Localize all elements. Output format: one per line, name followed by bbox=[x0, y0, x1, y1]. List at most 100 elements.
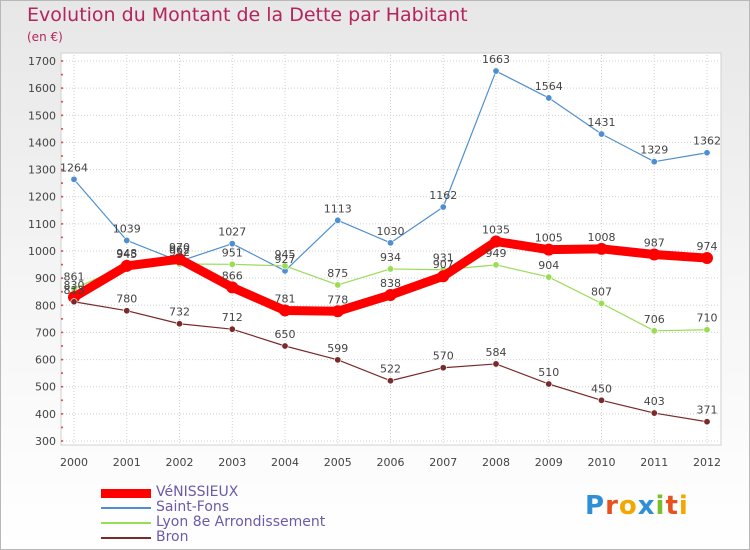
data-label: 710 bbox=[697, 312, 718, 325]
y-tick-label: 500 bbox=[35, 381, 56, 394]
x-tick-label: 2012 bbox=[693, 456, 721, 469]
legend-swatch bbox=[101, 488, 151, 498]
data-label: 1005 bbox=[535, 232, 563, 245]
axis-tick-mark bbox=[61, 331, 63, 334]
axis-tick-mark bbox=[61, 155, 63, 157]
logo-letter: i bbox=[678, 491, 689, 521]
axis-tick-mark bbox=[61, 399, 63, 402]
logo-letter: o bbox=[618, 491, 638, 521]
axis-tick-mark bbox=[61, 87, 63, 90]
data-label: 781 bbox=[275, 292, 296, 305]
data-label: 970 bbox=[169, 241, 190, 254]
data-label: 1027 bbox=[218, 226, 246, 239]
data-point bbox=[703, 326, 711, 334]
data-label: 813 bbox=[64, 284, 85, 297]
data-label: 951 bbox=[222, 246, 243, 259]
data-label: 904 bbox=[538, 259, 559, 272]
data-point bbox=[492, 67, 500, 75]
data-point bbox=[386, 377, 394, 385]
axis-tick-mark bbox=[61, 100, 63, 103]
legend-label: Bron bbox=[156, 529, 189, 545]
y-tick-label: 600 bbox=[35, 354, 56, 367]
data-point bbox=[334, 356, 342, 364]
data-label: 371 bbox=[697, 404, 718, 417]
axis-tick-mark bbox=[61, 304, 63, 307]
axis-tick-mark bbox=[61, 60, 63, 62]
chart-subtitle: (en €) bbox=[27, 30, 63, 44]
axis-tick-mark bbox=[61, 412, 63, 415]
data-label: 522 bbox=[380, 363, 401, 376]
data-point bbox=[703, 149, 711, 157]
data-label: 1362 bbox=[693, 135, 721, 148]
y-tick-label: 1000 bbox=[28, 245, 56, 258]
data-label: 1264 bbox=[60, 161, 88, 174]
data-label: 907 bbox=[433, 258, 454, 271]
data-point bbox=[597, 299, 605, 307]
axis-tick-mark bbox=[61, 73, 63, 76]
data-label: 945 bbox=[275, 248, 296, 261]
axis-tick-mark bbox=[61, 440, 63, 442]
data-point bbox=[334, 281, 342, 289]
data-point bbox=[334, 216, 342, 224]
axis-tick-mark bbox=[61, 168, 63, 171]
data-label: 974 bbox=[697, 240, 718, 253]
axis-tick-mark bbox=[61, 290, 63, 293]
data-point bbox=[437, 270, 450, 283]
data-point bbox=[70, 175, 78, 183]
data-point bbox=[545, 273, 553, 281]
y-tick-label: 1600 bbox=[28, 82, 56, 95]
data-label: 780 bbox=[116, 293, 137, 306]
data-label: 949 bbox=[486, 247, 507, 260]
axis-tick-mark bbox=[61, 358, 63, 361]
data-point bbox=[70, 298, 78, 306]
axis-tick-mark bbox=[61, 195, 63, 198]
data-point bbox=[542, 243, 555, 256]
x-tick-label: 2006 bbox=[377, 456, 405, 469]
axis-tick-mark bbox=[61, 182, 63, 185]
data-point bbox=[439, 364, 447, 372]
data-label: 599 bbox=[327, 342, 348, 355]
data-label: 948 bbox=[116, 247, 137, 260]
data-label: 570 bbox=[433, 350, 454, 363]
data-point bbox=[123, 307, 131, 315]
legend-label: Lyon 8e Arrondissement bbox=[156, 514, 326, 530]
axis-tick-mark bbox=[61, 385, 63, 388]
data-point bbox=[228, 240, 236, 248]
axis-tick-mark bbox=[61, 127, 63, 130]
data-label: 945 bbox=[116, 248, 137, 261]
data-label: 510 bbox=[538, 366, 559, 379]
data-point bbox=[492, 360, 500, 368]
data-point bbox=[279, 304, 291, 317]
data-point bbox=[281, 342, 289, 350]
y-tick-label: 1700 bbox=[28, 55, 56, 68]
data-point bbox=[120, 259, 133, 272]
data-point bbox=[597, 130, 605, 138]
data-label: 706 bbox=[644, 313, 665, 326]
axis-tick-mark bbox=[61, 263, 63, 266]
axis-tick-mark bbox=[61, 426, 63, 429]
data-label: 987 bbox=[644, 237, 665, 250]
data-label: 450 bbox=[591, 382, 612, 395]
axis-tick-mark bbox=[61, 141, 63, 144]
data-label: 1564 bbox=[535, 80, 563, 93]
data-point bbox=[386, 265, 394, 273]
logo-letter: r bbox=[605, 491, 619, 521]
x-tick-label: 2003 bbox=[218, 456, 246, 469]
data-point bbox=[123, 236, 131, 244]
data-point bbox=[701, 252, 713, 265]
data-label: 732 bbox=[169, 306, 190, 319]
data-point bbox=[439, 203, 447, 211]
data-label: 712 bbox=[222, 311, 243, 324]
data-label: 1329 bbox=[640, 144, 668, 157]
legend-label: Saint-Fons bbox=[156, 499, 230, 515]
data-point bbox=[650, 409, 658, 417]
logo-letter: t bbox=[665, 491, 679, 521]
legend-swatch bbox=[101, 537, 151, 539]
data-label: 931 bbox=[433, 252, 454, 265]
chart-title: Evolution du Montant de la Dette par Hab… bbox=[27, 4, 468, 26]
data-point bbox=[386, 239, 394, 247]
data-point bbox=[228, 260, 236, 268]
legend-label: VéNISSIEUX bbox=[156, 484, 239, 500]
